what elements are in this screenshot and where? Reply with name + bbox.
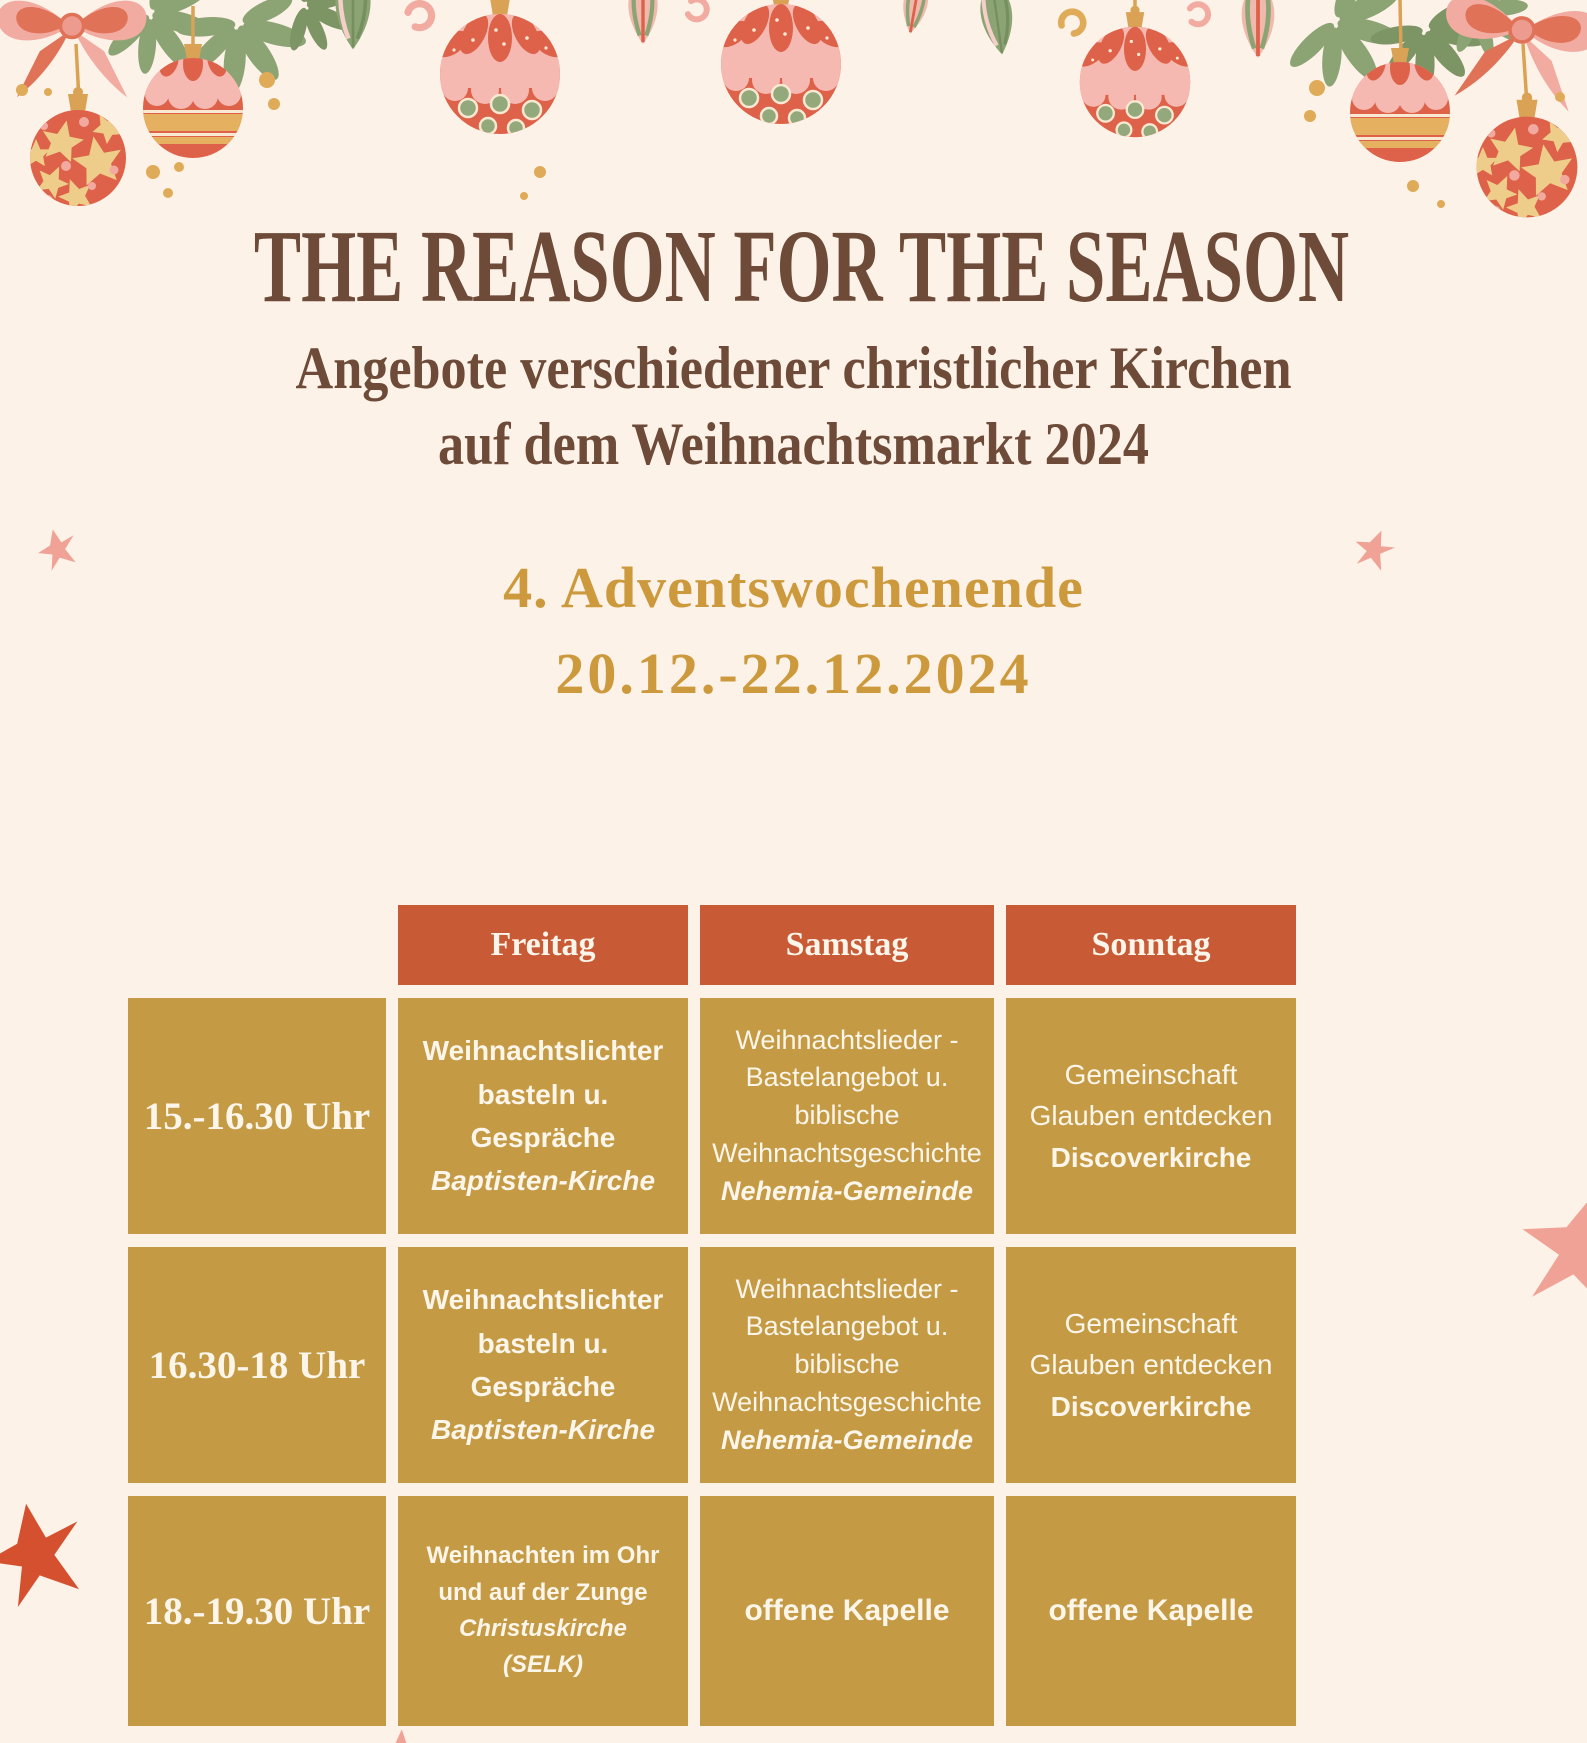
bauble-stars-icon [22,87,130,216]
church-name: Baptisten-Kirche [430,1414,656,1446]
hand-drawn-star-icon [372,1729,429,1743]
pine-branch-icon [1428,0,1543,69]
poster-title: THE REASON FOR THE SEASON [253,209,1350,324]
ornament-string [74,0,1529,106]
schedule-cell-freitag-row3: Weihnachten im Ohr und auf der Zunge Chr… [398,1496,688,1726]
cone-ornament-icon [335,0,370,49]
schedule-cell-samstag-row3: offene Kapelle [700,1496,994,1726]
bauble-petals-icon [1072,6,1198,139]
bow-icon [0,0,149,100]
activity-text: Gemeinschaft Glauben entdecken [1029,1307,1273,1381]
pine-branch-icon [103,0,214,75]
time-cell-row2: 16.30-18 Uhr [128,1247,386,1483]
hand-drawn-star-icon [1506,1172,1587,1321]
schedule-cell-sonntag-row2: Gemeinschaft Glauben entdecken Discoverk… [1006,1247,1296,1483]
pine-branch-icon [1284,0,1404,88]
bow-icon [1432,0,1587,117]
bauble-stars-icon [1468,92,1582,227]
poster-subtitle: Angebote verschiedener christlicher Kirc… [103,330,1484,482]
weekend-heading: 4. Adventswochenende [503,555,1084,620]
activity-text: offene Kapelle [744,1594,950,1627]
activity-text: Gemeinschaft Glauben entdecken [1029,1058,1273,1132]
church-name: Nehemia-Gemeinde [720,1175,974,1206]
church-name: Discoverkirche [1050,1141,1252,1173]
pine-branch-icon [157,0,328,118]
church-name: Discoverkirche [1050,1390,1252,1422]
time-cell-row1: 15.-16.30 Uhr [128,998,386,1234]
swirl-icon [683,0,711,23]
subtitle-line-2: auf dem Weihnachtsmarkt 2024 [437,411,1150,477]
cone-ornament-icon [976,0,1018,57]
activity-text: offene Kapelle [1048,1594,1254,1627]
schedule-table: Freitag Samstag Sonntag 15.-16.30 Uhr We… [128,905,1296,1726]
church-name: Baptisten-Kirche [430,1165,656,1197]
pine-branch-icon [251,0,373,67]
schedule-cell-freitag-row1: Weihnachtslichter basteln u. Gespräche B… [398,998,688,1234]
activity-text: Weihnachtslieder - Bastelangebot u. bibl… [712,1024,982,1168]
activity-text: Weihnachtslichter basteln u. Gespräche [422,1035,664,1153]
schedule-cell-freitag-row2: Weihnachtslichter basteln u. Gespräche B… [398,1247,688,1483]
swirl-icon [408,4,432,28]
cone-ornament-icon [1242,0,1275,58]
schedule-cell-samstag-row1: Weihnachtslieder - Bastelangebot u. bibl… [700,998,994,1234]
date-range: 20.12.-22.12.2024 [555,641,1032,706]
cone-ornament-icon [628,0,657,44]
header-spacer [128,905,386,985]
column-header-freitag: Freitag [398,905,688,985]
schedule-cell-sonntag-row3: offene Kapelle [1006,1496,1296,1726]
column-header-sonntag: Sonntag [1006,905,1296,985]
bauble-striped-icon [135,44,252,158]
activity-text: Weihnachtslichter basteln u. Gespräche [422,1284,664,1402]
time-cell-row3: 18.-19.30 Uhr [128,1496,386,1726]
activity-text: Weihnachtslieder - Bastelangebot u. bibl… [712,1273,982,1417]
activity-text: Weihnachten im Ohr und auf der Zunge [426,1542,660,1606]
gold-dot-icon [16,72,1565,208]
bauble-petals-icon [432,0,569,136]
column-header-samstag: Samstag [700,905,994,985]
advent-heading-block: 4. Adventswochenende 20.12.-22.12.2024 [0,545,1587,717]
church-name: Nehemia-Gemeinde [720,1424,974,1455]
swirl-icon [1186,2,1211,28]
church-name: Christuskirche (SELK) [458,1615,628,1679]
hand-drawn-star-icon [0,1494,93,1612]
swirl-icon [1058,8,1088,38]
bauble-petals-icon [713,0,850,126]
christmas-garland-decoration [0,0,1587,227]
schedule-cell-samstag-row2: Weihnachtslieder - Bastelangebot u. bibl… [700,1247,994,1483]
bauble-striped-icon [1342,48,1459,162]
schedule-cell-sonntag-row1: Gemeinschaft Glauben entdecken Discoverk… [1006,998,1296,1234]
pine-branch-icon [1354,0,1505,113]
cone-ornament-icon [896,0,934,38]
subtitle-line-1: Angebote verschiedener christlicher Kirc… [295,335,1292,401]
